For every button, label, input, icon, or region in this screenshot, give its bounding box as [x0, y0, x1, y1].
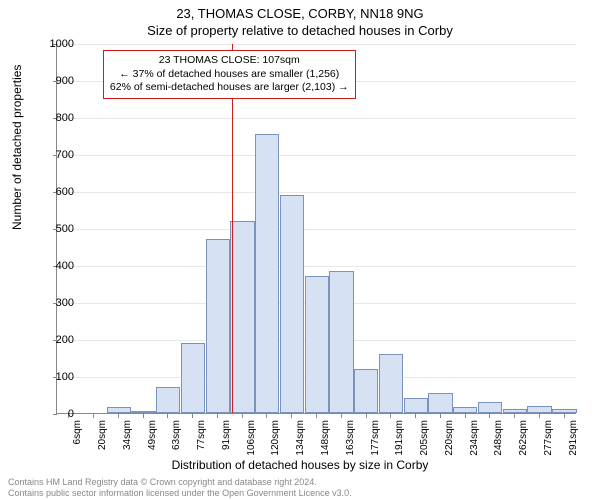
xtick-label: 34sqm [122, 420, 133, 450]
histogram-bar [181, 343, 205, 413]
xtick-mark [143, 414, 144, 418]
histogram-bar [280, 195, 304, 413]
xtick-label: 77sqm [196, 420, 207, 450]
chart-area: 23 THOMAS CLOSE: 107sqm ← 37% of detache… [56, 44, 576, 414]
info-line-2: ← 37% of detached houses are smaller (1,… [110, 68, 349, 82]
footer-line-2: Contains public sector information licen… [8, 488, 352, 498]
ytick-label: 900 [34, 75, 74, 87]
xtick-label: 277sqm [543, 420, 554, 456]
y-axis-label: Number of detached properties [10, 65, 24, 230]
ytick-label: 800 [34, 112, 74, 124]
xtick-label: 91sqm [221, 420, 232, 450]
histogram-bar [131, 411, 155, 413]
xtick-mark [291, 414, 292, 418]
info-line-3: 62% of semi-detached houses are larger (… [110, 81, 349, 95]
footer-attribution: Contains HM Land Registry data © Crown c… [8, 477, 352, 498]
histogram-bar [379, 354, 403, 413]
histogram-bar [453, 407, 477, 413]
xtick-mark [514, 414, 515, 418]
histogram-bar [503, 409, 527, 413]
ytick-label: 200 [34, 334, 74, 346]
xtick-mark [539, 414, 540, 418]
xtick-mark [341, 414, 342, 418]
histogram-plot [56, 44, 576, 414]
xtick-label: 234sqm [469, 420, 480, 456]
xtick-mark [440, 414, 441, 418]
xtick-mark [390, 414, 391, 418]
xtick-mark [242, 414, 243, 418]
histogram-bar [354, 369, 378, 413]
histogram-bar [206, 239, 230, 413]
chart-title-main: 23, THOMAS CLOSE, CORBY, NN18 9NG [0, 0, 600, 21]
grid-line [57, 118, 576, 119]
histogram-bar [428, 393, 452, 413]
xtick-label: 134sqm [295, 420, 306, 456]
ytick-label: 600 [34, 186, 74, 198]
histogram-bar [527, 406, 551, 413]
property-marker-line [232, 44, 233, 413]
xtick-label: 191sqm [394, 420, 405, 456]
ytick-label: 500 [34, 223, 74, 235]
footer-line-1: Contains HM Land Registry data © Crown c… [8, 477, 352, 487]
xtick-label: 248sqm [493, 420, 504, 456]
xtick-mark [564, 414, 565, 418]
xtick-label: 163sqm [345, 420, 356, 456]
histogram-bar [404, 398, 428, 413]
grid-line [57, 44, 576, 45]
grid-line [57, 155, 576, 156]
xtick-label: 63sqm [171, 420, 182, 450]
histogram-bar [255, 134, 279, 413]
xtick-mark [266, 414, 267, 418]
grid-line [57, 229, 576, 230]
grid-line [57, 266, 576, 267]
xtick-mark [316, 414, 317, 418]
xtick-label: 291sqm [568, 420, 579, 456]
histogram-bar [305, 276, 329, 413]
marker-info-box: 23 THOMAS CLOSE: 107sqm ← 37% of detache… [103, 50, 356, 99]
chart-title-sub: Size of property relative to detached ho… [0, 21, 600, 38]
histogram-bar [552, 409, 576, 413]
xtick-mark [366, 414, 367, 418]
x-axis-label: Distribution of detached houses by size … [0, 458, 600, 472]
histogram-bar [156, 387, 180, 413]
ytick-label: 400 [34, 260, 74, 272]
xtick-label: 120sqm [270, 420, 281, 456]
xtick-label: 262sqm [518, 420, 529, 456]
histogram-bar [478, 402, 502, 413]
ytick-label: 700 [34, 149, 74, 161]
histogram-bar [107, 407, 131, 413]
xtick-mark [93, 414, 94, 418]
ytick-label: 100 [34, 371, 74, 383]
xtick-mark [489, 414, 490, 418]
xtick-mark [167, 414, 168, 418]
xtick-label: 6sqm [72, 420, 83, 444]
ytick-label: 300 [34, 297, 74, 309]
xtick-mark [465, 414, 466, 418]
xtick-label: 177sqm [370, 420, 381, 456]
xtick-label: 205sqm [419, 420, 430, 456]
xtick-label: 49sqm [147, 420, 158, 450]
xtick-mark [118, 414, 119, 418]
histogram-bar [230, 221, 254, 413]
info-line-1: 23 THOMAS CLOSE: 107sqm [110, 54, 349, 68]
grid-line [57, 192, 576, 193]
xtick-mark [192, 414, 193, 418]
xtick-label: 220sqm [444, 420, 455, 456]
ytick-label: 1000 [34, 38, 74, 50]
xtick-mark [415, 414, 416, 418]
xtick-label: 106sqm [246, 420, 257, 456]
histogram-bar [329, 271, 353, 413]
xtick-mark [217, 414, 218, 418]
xtick-label: 148sqm [320, 420, 331, 456]
ytick-label: 0 [34, 408, 74, 420]
xtick-label: 20sqm [97, 420, 108, 450]
